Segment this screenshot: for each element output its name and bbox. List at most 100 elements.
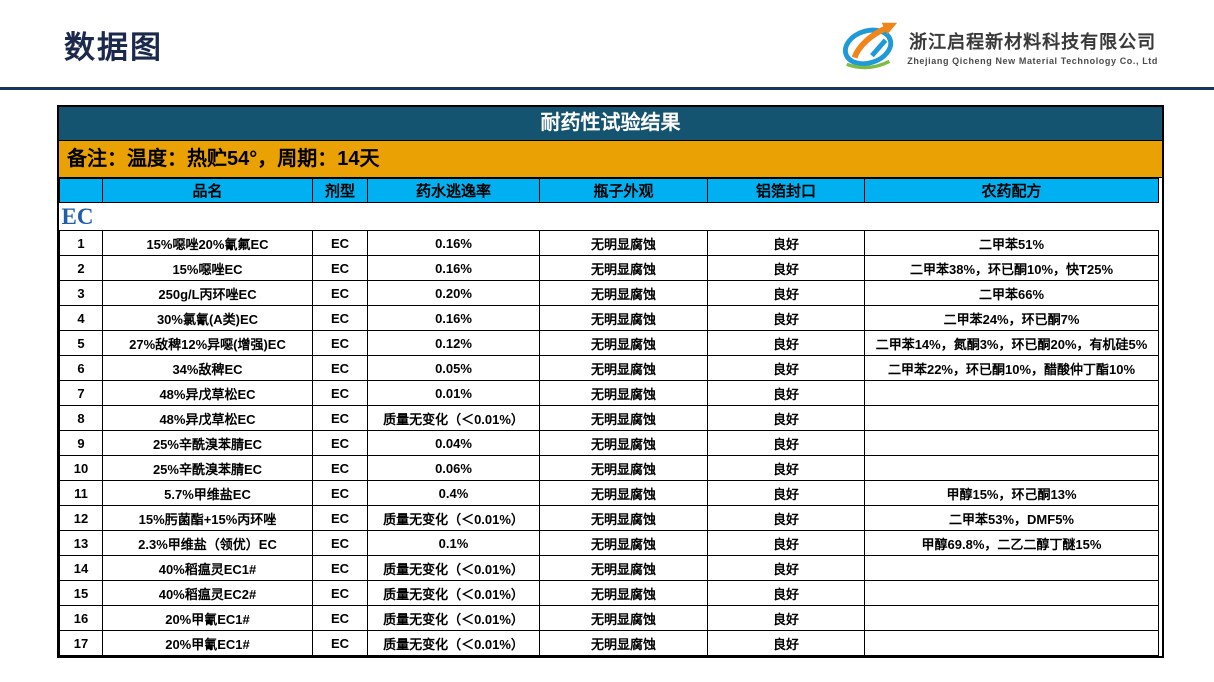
escape-rate-cell: 0.16% [367, 255, 540, 281]
formula-cell: 甲醇69.8%，二乙二醇丁醚15% [864, 530, 1159, 556]
escape-rate-cell: 质量无变化（＜0.01%） [367, 505, 540, 531]
row-number-cell: 13 [59, 530, 103, 556]
table-row: 16 20%甲氰EC1# EC 质量无变化（＜0.01%） 无明显腐蚀 良好 [59, 605, 1159, 631]
escape-rate-cell: 0.01% [367, 380, 540, 406]
table-row: 15 40%稻瘟灵EC2# EC 质量无变化（＜0.01%） 无明显腐蚀 良好 [59, 580, 1159, 606]
title-underline [0, 87, 1214, 90]
table-row: 14 40%稻瘟灵EC1# EC 质量无变化（＜0.01%） 无明显腐蚀 良好 [59, 555, 1159, 581]
formulation-type-cell: EC [312, 405, 368, 431]
table-row: 13 2.3%甲维盐（领优）EC EC 0.1% 无明显腐蚀 良好 甲醇69.8%，二乙二醇… [59, 530, 1159, 556]
column-header-formula: 农药配方 [864, 178, 1159, 203]
foil-seal-cell: 良好 [707, 230, 865, 256]
escape-rate-cell: 质量无变化（＜0.01%） [367, 605, 540, 631]
table-row: 10 25%辛酰溴苯腈EC EC 0.06% 无明显腐蚀 良好 [59, 455, 1159, 481]
row-number-cell: 12 [59, 505, 103, 531]
table-row: 8 48%异戊草松EC EC 质量无变化（＜0.01%） 无明显腐蚀 良好 [59, 405, 1159, 431]
column-header-row: 品名 剂型 药水逃逸率 瓶子外观 铝箔封口 农药配方 [59, 178, 1159, 203]
bottle-appearance-cell: 无明显腐蚀 [539, 630, 708, 656]
product-name-cell: 250g/L丙环唑EC [102, 280, 313, 306]
row-number-cell: 17 [59, 630, 103, 656]
table-row: 12 15%肟菌酯+15%丙环唑 EC 质量无变化（＜0.01%） 无明显腐蚀 良好 二甲苯… [59, 505, 1159, 531]
formulation-type-cell: EC [312, 255, 368, 281]
bottle-appearance-cell: 无明显腐蚀 [539, 530, 708, 556]
formula-cell: 二甲苯66% [864, 280, 1159, 306]
company-logo: 浙江启程新材料科技有限公司 Zhejiang Qicheng New Mater… [839, 16, 1158, 77]
formula-cell [864, 630, 1159, 656]
foil-seal-cell: 良好 [707, 555, 865, 581]
table-row: 11 5.7%甲维盐EC EC 0.4% 无明显腐蚀 良好 甲醇15%，环己酮13% [59, 480, 1159, 506]
foil-seal-cell: 良好 [707, 330, 865, 356]
foil-seal-cell: 良好 [707, 505, 865, 531]
formula-cell: 二甲苯38%，环已酮10%，快T25% [864, 255, 1159, 281]
page-title: 数据图 [64, 30, 163, 65]
foil-seal-cell: 良好 [707, 405, 865, 431]
formulation-type-cell: EC [312, 380, 368, 406]
bottle-appearance-cell: 无明显腐蚀 [539, 305, 708, 331]
q-logo-icon [839, 16, 901, 77]
formulation-type-cell: EC [312, 330, 368, 356]
foil-seal-cell: 良好 [707, 280, 865, 306]
foil-seal-cell: 良好 [707, 605, 865, 631]
foil-seal-cell: 良好 [707, 355, 865, 381]
table-title-bar: 耐药性试验结果 [59, 107, 1162, 141]
row-number-cell: 6 [59, 355, 103, 381]
formulation-type-cell: EC [312, 430, 368, 456]
row-number-cell: 16 [59, 605, 103, 631]
row-number-cell: 7 [59, 380, 103, 406]
formulation-type-cell: EC [312, 630, 368, 656]
formula-cell: 二甲苯14%，氮酮3%，环已酮20%，有机硅5% [864, 330, 1159, 356]
formula-cell: 甲醇15%，环己酮13% [864, 480, 1159, 506]
formulation-type-cell: EC [312, 530, 368, 556]
formulation-type-cell: EC [312, 505, 368, 531]
product-name-cell: 2.3%甲维盐（领优）EC [102, 530, 313, 556]
foil-seal-cell: 良好 [707, 255, 865, 281]
escape-rate-cell: 0.16% [367, 305, 540, 331]
formulation-type-cell: EC [312, 355, 368, 381]
product-name-cell: 34%敌稗EC [102, 355, 313, 381]
formulation-type-cell: EC [312, 230, 368, 256]
table-body: EC 1 15%噁唑20%氰氟EC EC 0.16% 无明显腐蚀 良好 二甲苯51% 2 15%… [59, 202, 1159, 656]
product-name-cell: 30%氯氰(A类)EC [102, 305, 313, 331]
row-number-cell: 5 [59, 330, 103, 356]
formula-cell [864, 605, 1159, 631]
table-row: 7 48%异戊草松EC EC 0.01% 无明显腐蚀 良好 [59, 380, 1159, 406]
formula-cell [864, 580, 1159, 606]
foil-seal-cell: 良好 [707, 430, 865, 456]
formulation-type-cell: EC [312, 280, 368, 306]
bottle-appearance-cell: 无明显腐蚀 [539, 405, 708, 431]
table-row: 6 34%敌稗EC EC 0.05% 无明显腐蚀 良好 二甲苯22%，环已酮10%，醋酸仲丁… [59, 355, 1159, 381]
table-row: 4 30%氯氰(A类)EC EC 0.16% 无明显腐蚀 良好 二甲苯24%，环已酮7% [59, 305, 1159, 331]
row-number-cell: 1 [59, 230, 103, 256]
formula-cell [864, 380, 1159, 406]
foil-seal-cell: 良好 [707, 380, 865, 406]
column-header-product-name: 品名 [102, 178, 313, 203]
escape-rate-cell: 质量无变化（＜0.01%） [367, 405, 540, 431]
bottle-appearance-cell: 无明显腐蚀 [539, 355, 708, 381]
row-number-cell: 14 [59, 555, 103, 581]
escape-rate-cell: 0.20% [367, 280, 540, 306]
results-table-frame: 耐药性试验结果 备注：温度：热贮54°，周期：14天 品名 剂型 药水逃逸率 瓶… [57, 105, 1164, 658]
formulation-type-cell: EC [312, 555, 368, 581]
foil-seal-cell: 良好 [707, 530, 865, 556]
column-header-formulation: 剂型 [312, 178, 368, 203]
row-number-cell: 9 [59, 430, 103, 456]
product-name-cell: 20%甲氰EC1# [102, 605, 313, 631]
column-header-escape-rate: 药水逃逸率 [367, 178, 540, 203]
formulation-type-cell: EC [312, 305, 368, 331]
bottle-appearance-cell: 无明显腐蚀 [539, 330, 708, 356]
product-name-cell: 40%稻瘟灵EC1# [102, 555, 313, 581]
product-name-cell: 48%异戊草松EC [102, 380, 313, 406]
company-name-cn: 浙江启程新材料科技有限公司 [909, 31, 1157, 52]
row-number-cell: 2 [59, 255, 103, 281]
foil-seal-cell: 良好 [707, 305, 865, 331]
escape-rate-cell: 0.16% [367, 230, 540, 256]
formulation-type-cell: EC [312, 455, 368, 481]
row-number-cell: 15 [59, 580, 103, 606]
bottle-appearance-cell: 无明显腐蚀 [539, 480, 708, 506]
product-name-cell: 27%敌稗12%异噁(增强)EC [102, 330, 313, 356]
column-header-bottle-appearance: 瓶子外观 [539, 178, 708, 203]
row-number-cell: 11 [59, 480, 103, 506]
product-name-cell: 40%稻瘟灵EC2# [102, 580, 313, 606]
note-bar: 备注：温度：热贮54°，周期：14天 [59, 141, 1162, 178]
product-name-cell: 5.7%甲维盐EC [102, 480, 313, 506]
